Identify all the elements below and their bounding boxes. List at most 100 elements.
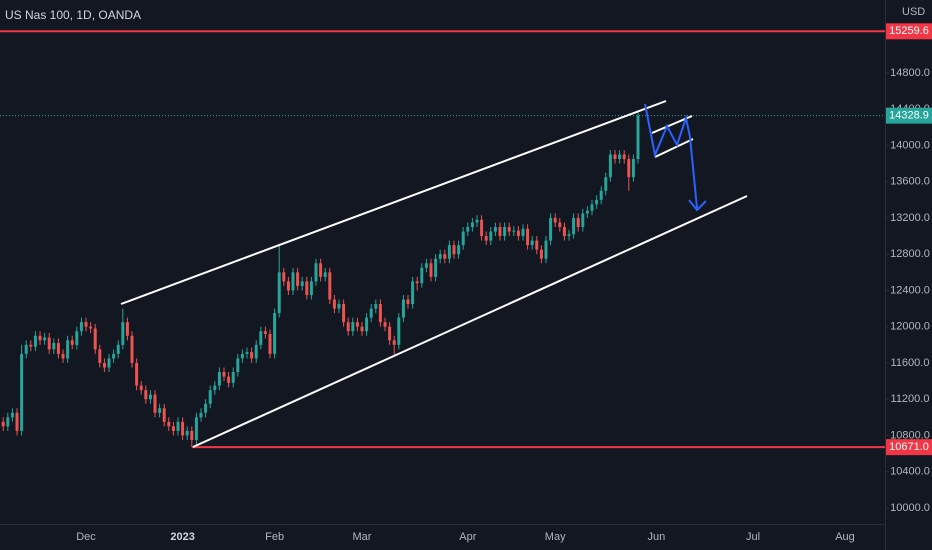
candle-body <box>374 304 378 309</box>
plot-area <box>0 30 885 449</box>
candle-body <box>599 190 603 200</box>
candle-body <box>631 159 635 178</box>
candle-body <box>286 281 290 291</box>
candle-body <box>618 154 622 160</box>
candle-body <box>342 304 346 323</box>
candle-body <box>503 227 507 237</box>
candle-body <box>121 322 125 345</box>
candle-body <box>282 272 286 282</box>
channel-lower <box>192 195 748 448</box>
candle-body <box>576 217 580 228</box>
y-tick-label: 12800.0 <box>890 248 930 260</box>
candle-body <box>498 227 502 237</box>
candle-body <box>236 358 240 373</box>
x-tick-label: Mar <box>353 531 372 543</box>
candle-body <box>15 412 19 431</box>
candle-body <box>627 159 631 178</box>
candle-body <box>263 331 267 334</box>
currency-label: USD <box>902 6 925 18</box>
candle-body <box>369 308 373 318</box>
candle-body <box>521 228 525 237</box>
candle-body <box>240 353 244 359</box>
candle-body <box>406 299 410 305</box>
candle-body <box>443 254 447 259</box>
y-tick-label: 12400.0 <box>890 284 930 296</box>
candle-body <box>116 344 120 354</box>
candle-body <box>544 240 548 259</box>
candle-body <box>305 281 309 295</box>
candle-body <box>112 353 116 359</box>
candle-body <box>158 408 162 413</box>
candle-body <box>319 263 323 277</box>
level-price-box <box>886 439 932 456</box>
x-tick-label: Aug <box>835 531 855 543</box>
candle-body <box>66 340 70 359</box>
candle-body <box>268 333 272 354</box>
last-price-box <box>886 107 932 124</box>
candle-body <box>438 254 442 259</box>
x-tick-label: Apr <box>459 531 476 543</box>
x-tick-label: Feb <box>265 531 284 543</box>
candle-body <box>346 322 350 332</box>
candle-body <box>291 272 295 291</box>
candle-body <box>452 245 456 255</box>
candle-body <box>581 213 585 228</box>
candle-body <box>332 299 336 309</box>
candle-body <box>392 340 396 345</box>
candle-body <box>153 394 157 413</box>
candle-body <box>181 421 185 436</box>
candle-body <box>530 240 534 246</box>
candle-body <box>360 326 364 332</box>
candle-body <box>273 313 277 354</box>
drawings <box>120 100 748 448</box>
x-tick-label: Jul <box>746 531 760 543</box>
candle-body <box>222 372 226 377</box>
candle-body <box>167 421 171 427</box>
candle-body <box>43 337 47 341</box>
candle-body <box>6 417 10 427</box>
flag-lower <box>654 138 694 158</box>
y-tick-label: 10800.0 <box>890 429 930 441</box>
candle-body <box>47 337 51 350</box>
candle-body <box>38 335 42 341</box>
candle-body <box>130 335 134 363</box>
candle-body <box>144 390 148 400</box>
candle-body <box>507 227 511 232</box>
x-tick-label: May <box>545 531 566 543</box>
candle-body <box>125 322 129 336</box>
candle-body <box>231 372 235 383</box>
candle-body <box>480 219 484 237</box>
candle-body <box>526 228 530 246</box>
candle-body <box>337 304 341 309</box>
candle-body <box>250 352 254 359</box>
candle-body <box>61 353 65 359</box>
candle-body <box>461 231 465 246</box>
candle-body <box>383 322 387 327</box>
candle-body <box>245 352 249 354</box>
candle-body <box>572 217 576 235</box>
candle-body <box>254 344 258 359</box>
y-tick-label: 13600.0 <box>890 176 930 188</box>
candle-body <box>549 217 553 241</box>
candle-body <box>259 331 263 345</box>
projection-path <box>644 103 698 209</box>
y-tick-label: 14800.0 <box>890 67 930 79</box>
candle-body <box>107 358 111 368</box>
candle-body <box>470 222 474 228</box>
candle-body <box>420 267 424 284</box>
candle-body <box>98 349 102 363</box>
candle-body <box>553 217 557 223</box>
candle-body <box>424 263 428 268</box>
candle-body <box>516 230 520 237</box>
candle-body <box>493 227 497 232</box>
candle-body <box>512 230 516 232</box>
x-tick-label: Dec <box>76 531 96 543</box>
candle-body <box>314 263 318 282</box>
candle-body <box>70 340 74 345</box>
candle-body <box>204 403 208 413</box>
channel-upper <box>120 100 667 305</box>
candle-body <box>171 426 175 431</box>
level-price-label: 15259.6 <box>889 25 929 37</box>
